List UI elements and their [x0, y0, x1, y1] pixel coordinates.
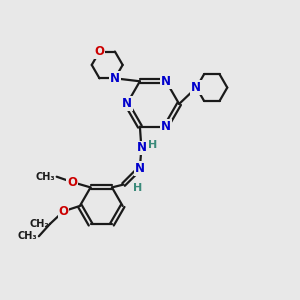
Text: N: N [110, 72, 120, 85]
Text: N: N [135, 162, 145, 175]
Text: H: H [148, 140, 157, 150]
Text: CH₃: CH₃ [36, 172, 55, 182]
Text: O: O [67, 176, 77, 189]
Text: N: N [136, 142, 146, 154]
Text: O: O [94, 45, 104, 58]
Text: N: N [122, 98, 132, 110]
Text: O: O [58, 205, 68, 218]
Text: N: N [161, 75, 171, 88]
Text: N: N [161, 120, 171, 133]
Text: CH₃: CH₃ [18, 231, 38, 241]
Text: CH₂: CH₂ [29, 219, 49, 229]
Text: H: H [133, 182, 142, 193]
Text: N: N [191, 81, 201, 94]
